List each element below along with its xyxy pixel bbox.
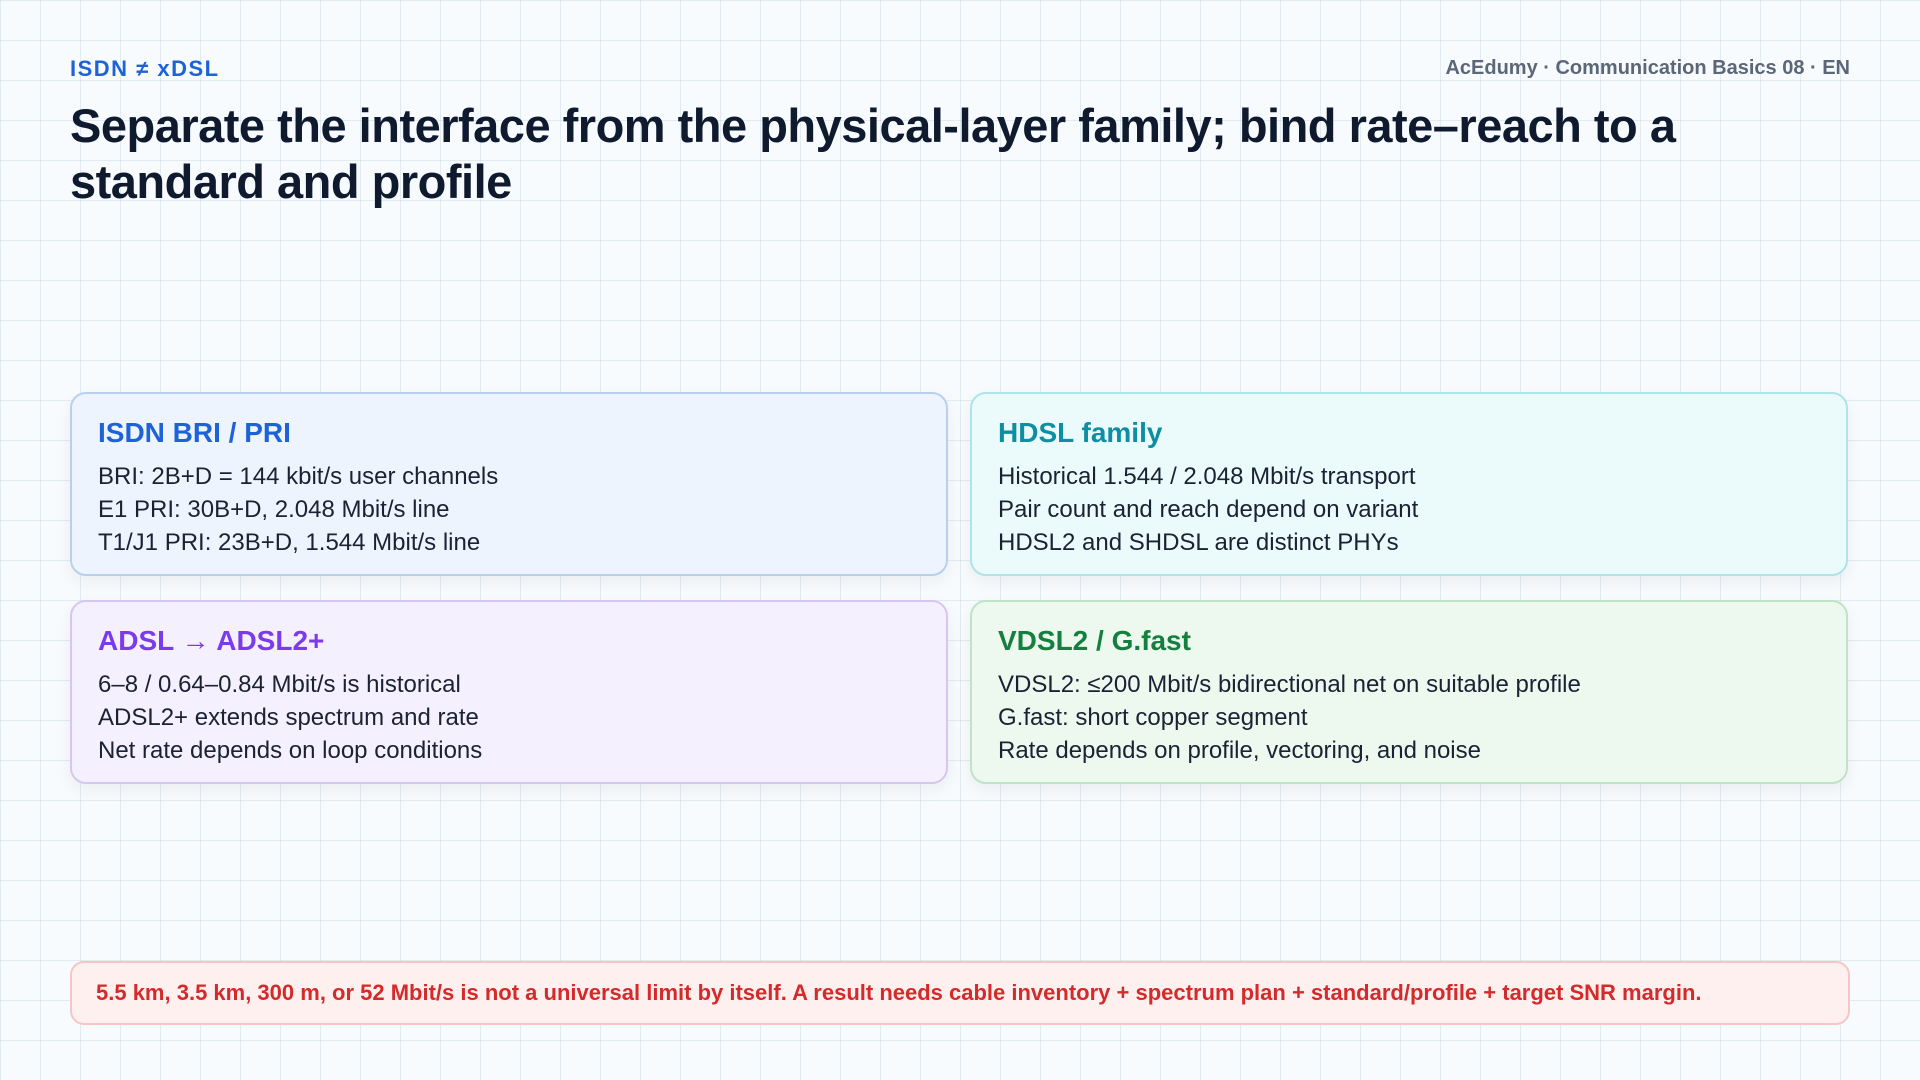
card-line: T1/J1 PRI: 23B+D, 1.544 Mbit/s line [98, 529, 481, 556]
card-line: Historical 1.544 / 2.048 Mbit/s transpor… [998, 463, 1416, 490]
course-meta: AcEdumy · Communication Basics 08 · EN [1445, 57, 1850, 79]
eyebrow-label: ISDN ≠ xDSL [70, 56, 220, 81]
card-line: G.fast: short copper segment [998, 704, 1308, 731]
card-line: BRI: 2B+D = 144 kbit/s user channels [98, 463, 499, 490]
card-hdsl: HDSL family Historical 1.544 / 2.048 Mbi… [970, 392, 1848, 576]
card-line: VDSL2: ≤200 Mbit/s bidirectional net on … [998, 671, 1581, 698]
card-title: ISDN BRI / PRI [98, 417, 291, 448]
card-line: Net rate depends on loop conditions [98, 737, 483, 764]
card-line: ADSL2+ extends spectrum and rate [98, 704, 479, 731]
warning-note: 5.5 km, 3.5 km, 300 m, or 52 Mbit/s is n… [70, 961, 1850, 1025]
card-title: ADSL → ADSL2+ [98, 625, 325, 656]
card-line: HDSL2 and SHDSL are distinct PHYs [998, 529, 1399, 556]
card-adsl: ADSL → ADSL2+ 6–8 / 0.64–0.84 Mbit/s is … [70, 600, 948, 784]
card-vdsl: VDSL2 / G.fast VDSL2: ≤200 Mbit/s bidire… [970, 600, 1848, 784]
card-line: 6–8 / 0.64–0.84 Mbit/s is historical [98, 671, 461, 698]
card-line: E1 PRI: 30B+D, 2.048 Mbit/s line [98, 496, 450, 523]
card-title: VDSL2 / G.fast [998, 625, 1191, 656]
card-title: HDSL family [998, 417, 1163, 448]
card-isdn: ISDN BRI / PRI BRI: 2B+D = 144 kbit/s us… [70, 392, 948, 576]
card-line: Rate depends on profile, vectoring, and … [998, 737, 1481, 764]
card-line: Pair count and reach depend on variant [998, 496, 1419, 523]
page-title: Separate the interface from the physical… [70, 99, 1676, 208]
